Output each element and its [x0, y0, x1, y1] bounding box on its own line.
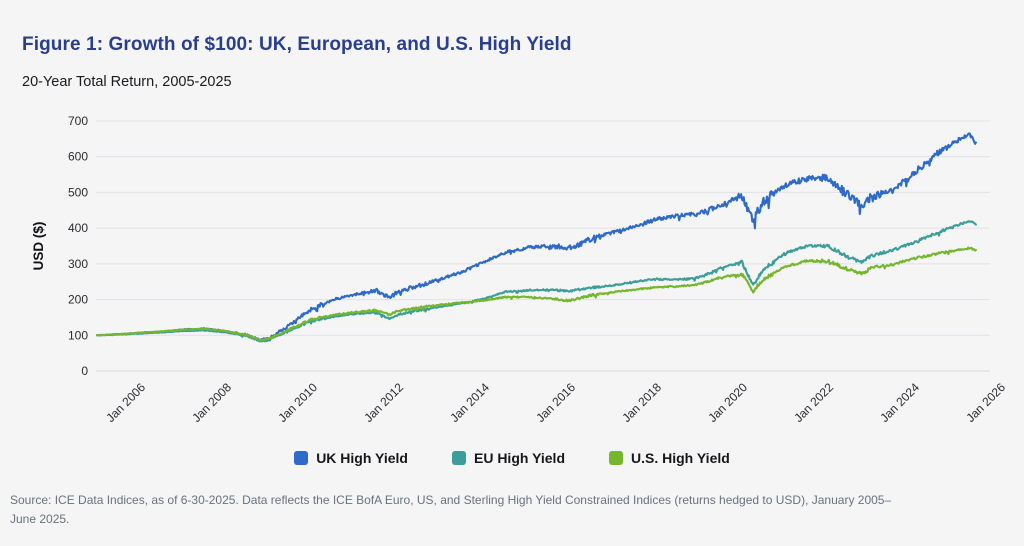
series-lines [95, 132, 977, 343]
x-tick-2006: Jan 2006 [103, 380, 148, 425]
legend-item-eu-high-yield: EU High Yield [451, 450, 565, 466]
x-tick-2020: Jan 2020 [705, 380, 750, 425]
y-tick-600: 600 [68, 150, 88, 164]
legend-label: EU High Yield [473, 450, 565, 466]
source-note-line1: Source: ICE Data Indices, as of 6-30-202… [10, 493, 892, 507]
legend-item-uk-high-yield: UK High Yield [294, 450, 408, 466]
legend-label: UK High Yield [316, 450, 408, 466]
x-tick-2008: Jan 2008 [189, 380, 234, 425]
series-line-uk-high-yield [95, 132, 977, 342]
legend-swatch-icon [609, 451, 623, 465]
y-tick-700: 700 [68, 114, 88, 128]
y-tick-labels: 0 100 200 300 400 500 600 700 [68, 114, 88, 378]
x-tick-2024: Jan 2024 [877, 380, 922, 425]
figure-subtitle: 20-Year Total Return, 2005-2025 [22, 74, 232, 90]
legend-item-u-s-high-yield: U.S. High Yield [609, 450, 730, 466]
x-tick-2012: Jan 2012 [361, 380, 406, 425]
y-tick-0: 0 [81, 364, 88, 378]
x-tick-2010: Jan 2010 [275, 380, 320, 425]
y-axis-label: USD ($) [31, 222, 46, 271]
chart-legend: UK High Yield EU High Yield U.S. High Yiel… [0, 450, 1024, 466]
x-tick-2022: Jan 2022 [791, 380, 836, 425]
y-tick-200: 200 [68, 293, 88, 307]
figure-title: Figure 1: Growth of $100: UK, European, … [22, 34, 572, 55]
legend-swatch-icon [451, 451, 466, 465]
x-tick-2014: Jan 2014 [447, 380, 492, 425]
y-tick-500: 500 [68, 185, 88, 199]
series-line-u-s-high-yield [95, 246, 977, 342]
series-line-eu-high-yield [95, 220, 977, 343]
legend-swatch-icon [294, 451, 309, 465]
y-tick-100: 100 [68, 328, 88, 342]
y-tick-300: 300 [68, 257, 88, 271]
legend-label: U.S. High Yield [631, 450, 730, 466]
x-tick-2016: Jan 2016 [533, 380, 578, 425]
x-tick-2026: Jan 2026 [963, 380, 1008, 425]
x-tick-2018: Jan 2018 [619, 380, 664, 425]
y-tick-400: 400 [68, 221, 88, 235]
x-tick-labels: Jan 2006 Jan 2008 Jan 2010 Jan 2012 Jan 2014… [103, 380, 1008, 425]
source-note-line2: June 2025. [10, 511, 70, 526]
source-note: Source: ICE Data Indices, as of 6-30-202… [10, 491, 1018, 528]
